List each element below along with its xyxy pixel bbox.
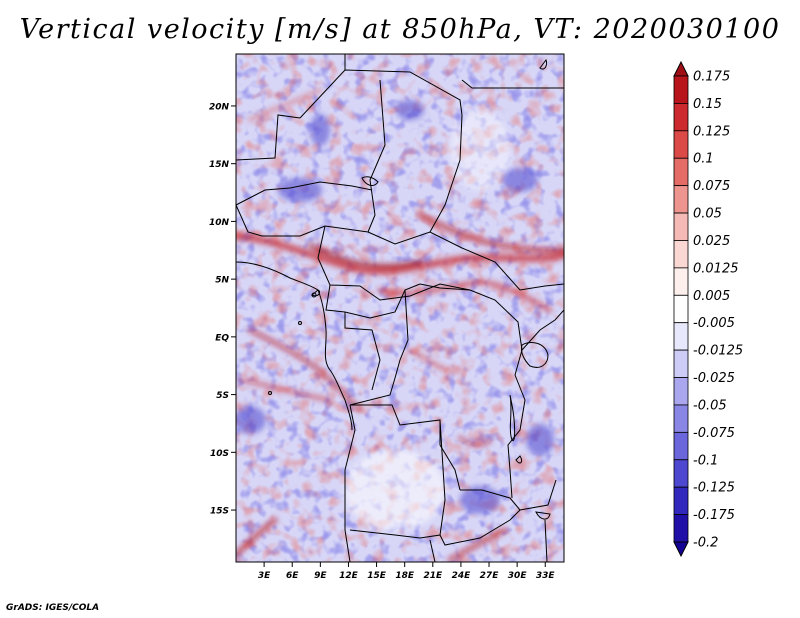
legend-swatch xyxy=(673,103,689,132)
lat-label: 5S xyxy=(216,391,229,401)
lat-label: EQ xyxy=(215,333,229,343)
legend-swatch xyxy=(673,404,689,433)
legend-label: -0.05 xyxy=(693,398,727,413)
map-title: Vertical velocity [m/s] at 850hPa, VT: 2… xyxy=(19,14,781,45)
legend-label: -0.1 xyxy=(693,453,718,468)
legend-swatch xyxy=(673,486,689,515)
legend-swatch xyxy=(673,185,689,214)
legend-label: 0.175 xyxy=(693,70,730,85)
legend-label: 0.0125 xyxy=(693,261,739,276)
lon-label: 6E xyxy=(286,571,299,581)
legend-label: 0.005 xyxy=(693,289,730,304)
legend-swatch xyxy=(673,294,689,324)
lat-label: 5N xyxy=(215,276,229,286)
lat-label: 10N xyxy=(209,218,230,228)
legend-label: 0.125 xyxy=(693,124,730,139)
legend-swatch xyxy=(673,377,689,406)
legend-label: 0.15 xyxy=(693,97,722,112)
latitude-axis: 20N 15N 10N 5N EQ 5S 10S 15S xyxy=(209,102,236,517)
color-legend: 0.175 0.15 0.125 0.1 0.075 0.05 0.025 0.0125 0.0… xyxy=(673,60,743,558)
legend-swatch xyxy=(673,349,689,378)
map-frame xyxy=(235,53,565,563)
lon-label: 9E xyxy=(314,571,327,581)
legend-label: -0.175 xyxy=(693,508,735,523)
lat-label: 10S xyxy=(210,449,229,459)
lon-label: 18E xyxy=(395,571,415,581)
legend-swatch xyxy=(673,212,689,241)
legend-swatch xyxy=(673,60,689,77)
velocity-field xyxy=(236,54,564,562)
legend-swatch xyxy=(673,514,689,543)
lat-label: 20N xyxy=(209,102,230,112)
legend-label: 0.075 xyxy=(693,179,730,194)
legend-swatch xyxy=(673,459,689,488)
lon-label: 15E xyxy=(367,571,387,581)
lon-label: 33E xyxy=(536,571,556,581)
legend-swatch xyxy=(673,431,689,461)
legend-swatch xyxy=(673,240,689,269)
lon-label: 27E xyxy=(480,571,500,581)
footer-credit: GrADS: IGES/COLA xyxy=(6,603,100,613)
legend-label: -0.0125 xyxy=(693,344,743,359)
longitude-axis: 3E 6E 9E 12E 15E 18E 21E 24E 27E 30E 33E xyxy=(258,562,556,581)
legend-swatch xyxy=(673,267,689,296)
legend-swatch xyxy=(673,322,689,351)
legend-label: -0.025 xyxy=(693,371,735,386)
legend-swatch xyxy=(673,157,689,187)
legend-label: -0.075 xyxy=(693,426,735,441)
lat-label: 15N xyxy=(209,160,230,170)
legend-swatch xyxy=(673,541,689,558)
lon-label: 24E xyxy=(452,571,472,581)
lon-label: 3E xyxy=(258,571,271,581)
legend-label: 0.1 xyxy=(693,152,714,167)
legend-swatch xyxy=(673,130,689,159)
legend-label: -0.125 xyxy=(693,481,735,496)
lon-label: 21E xyxy=(423,571,443,581)
legend-label: -0.2 xyxy=(693,536,718,551)
lon-label: 30E xyxy=(508,571,528,581)
country-borders xyxy=(236,54,564,562)
legend-label: -0.005 xyxy=(693,316,735,331)
legend-swatch xyxy=(673,75,689,104)
lon-label: 12E xyxy=(339,571,359,581)
legend-label: 0.025 xyxy=(693,234,730,249)
legend-label: 0.05 xyxy=(693,207,722,222)
lat-label: 15S xyxy=(210,507,229,517)
